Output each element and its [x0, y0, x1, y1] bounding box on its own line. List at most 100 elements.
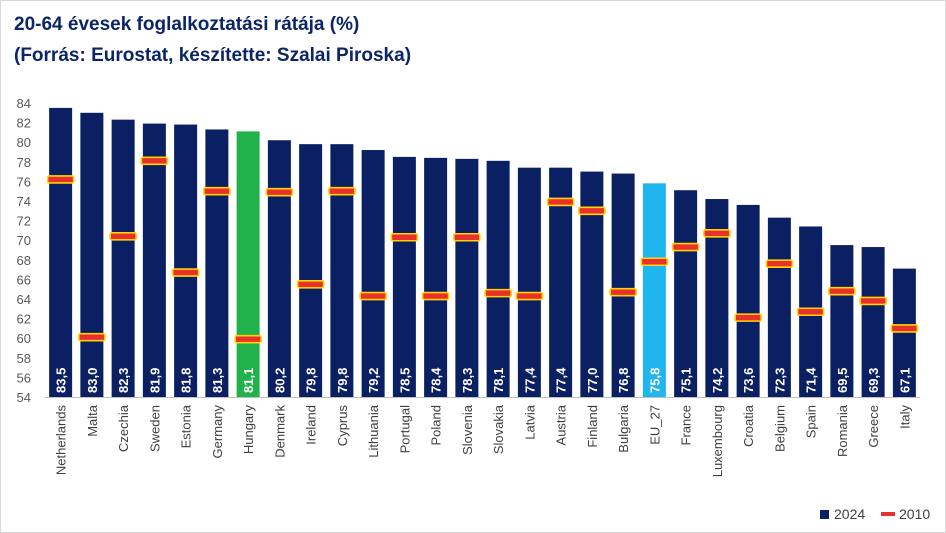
- category-label: Estonia: [179, 404, 194, 448]
- category-label: Portugal: [397, 405, 412, 454]
- marker-2010: [546, 197, 575, 207]
- data-label: 75,8: [647, 368, 662, 393]
- y-tick-label: 56: [17, 370, 31, 385]
- marker-2010: [203, 186, 231, 196]
- category-label: Slovakia: [491, 404, 506, 454]
- category-label: Finland: [585, 405, 600, 448]
- bar-2024: [486, 160, 510, 397]
- marker-2010: [78, 332, 106, 342]
- bar-2024: [611, 173, 635, 397]
- category-label: France: [679, 405, 694, 445]
- marker-2010: [703, 229, 731, 238]
- category-label: Luxembourg: [710, 405, 725, 477]
- data-label: 82,3: [116, 368, 131, 393]
- marker-2010: [859, 296, 887, 306]
- marker-2010: [359, 291, 387, 301]
- data-label: 83,0: [85, 368, 100, 393]
- y-tick-label: 58: [17, 351, 31, 366]
- category-label: Belgium: [772, 405, 787, 452]
- data-label: 67,1: [897, 368, 912, 393]
- y-tick-label: 60: [17, 331, 31, 346]
- chart-title: 20-64 évesek foglalkoztatási rátája (%): [14, 14, 360, 35]
- marker-2010: [890, 324, 919, 333]
- category-label: Denmark: [272, 405, 287, 458]
- bar-2024: [392, 156, 416, 397]
- category-label: Poland: [429, 405, 444, 445]
- bar-2024: [142, 123, 166, 397]
- bar-2024: [205, 129, 229, 397]
- data-label: 78,5: [397, 368, 412, 393]
- y-tick-label: 76: [17, 174, 31, 189]
- marker-2010: [140, 156, 169, 166]
- bar-2024: [580, 171, 604, 397]
- marker-2010: [265, 187, 294, 197]
- marker-2010: [109, 231, 137, 241]
- legend-swatch-2010: [881, 512, 895, 516]
- data-label: 81,1: [241, 368, 256, 393]
- category-label: Sweden: [147, 405, 162, 452]
- marker-2010: [171, 268, 200, 277]
- category-label: Cyprus: [335, 405, 350, 447]
- marker-2010: [46, 175, 75, 184]
- category-label: Greece: [866, 405, 881, 448]
- bar-2024: [174, 124, 198, 397]
- y-tick-label: 80: [17, 135, 31, 150]
- marker-2010: [796, 307, 825, 317]
- category-label: Malta: [85, 404, 100, 437]
- marker-2010: [421, 291, 450, 301]
- category-label: Romania: [835, 404, 850, 457]
- data-label: 79,8: [335, 368, 350, 393]
- data-label: 83,5: [54, 368, 69, 393]
- data-label: 78,3: [460, 368, 475, 393]
- data-label: 76,8: [616, 368, 631, 393]
- bar-2024: [49, 107, 73, 398]
- bar-2024: [299, 144, 323, 397]
- category-label: Germany: [210, 405, 225, 459]
- bar-2024: [330, 144, 354, 397]
- data-label: 77,4: [554, 367, 569, 393]
- chart-subtitle: (Forrás: Eurostat, készítette: Szalai Pi…: [14, 45, 412, 66]
- data-label: 78,1: [491, 368, 506, 393]
- data-label: 69,5: [835, 368, 850, 393]
- category-label: Netherlands: [54, 405, 69, 476]
- category-label: Ireland: [304, 405, 319, 445]
- marker-2010: [828, 286, 856, 296]
- category-label: Lithuania: [366, 404, 381, 458]
- bar-2024: [705, 199, 729, 397]
- marker-2010: [296, 279, 325, 289]
- marker-2010: [234, 334, 262, 344]
- y-tick-label: 66: [17, 272, 31, 287]
- category-label: Italy: [897, 405, 912, 429]
- bar-2024: [424, 157, 448, 397]
- data-label: 81,8: [179, 368, 194, 393]
- data-label: 69,3: [866, 368, 881, 393]
- data-label: 75,1: [679, 368, 694, 393]
- legend-label-2010: 2010: [899, 506, 931, 522]
- bar-2024: [267, 140, 291, 398]
- y-tick-label: 64: [17, 292, 31, 307]
- marker-2010: [734, 313, 762, 322]
- category-label: EU_27: [647, 405, 662, 445]
- legend-item-2024: 2024: [820, 506, 865, 522]
- data-label: 79,8: [304, 368, 319, 393]
- y-tick-label: 54: [17, 390, 31, 405]
- marker-2010: [390, 232, 419, 242]
- y-tick-label: 70: [17, 233, 31, 248]
- y-tick-label: 84: [17, 96, 31, 111]
- data-label: 78,4: [429, 367, 444, 393]
- marker-2010: [484, 288, 512, 298]
- data-label: 72,3: [772, 368, 787, 393]
- marker-2010: [671, 242, 700, 252]
- bar-2024: [830, 245, 854, 397]
- legend-item-2010: 2010: [881, 506, 930, 522]
- category-label: Hungary: [241, 405, 256, 455]
- category-label: Slovenia: [460, 404, 475, 455]
- data-label: 80,2: [272, 368, 287, 393]
- y-tick-label: 72: [17, 214, 31, 229]
- data-label: 74,2: [710, 368, 725, 393]
- data-label: 79,2: [366, 368, 381, 393]
- marker-2010: [578, 206, 606, 216]
- marker-2010: [609, 287, 637, 297]
- data-label: 81,9: [147, 368, 162, 393]
